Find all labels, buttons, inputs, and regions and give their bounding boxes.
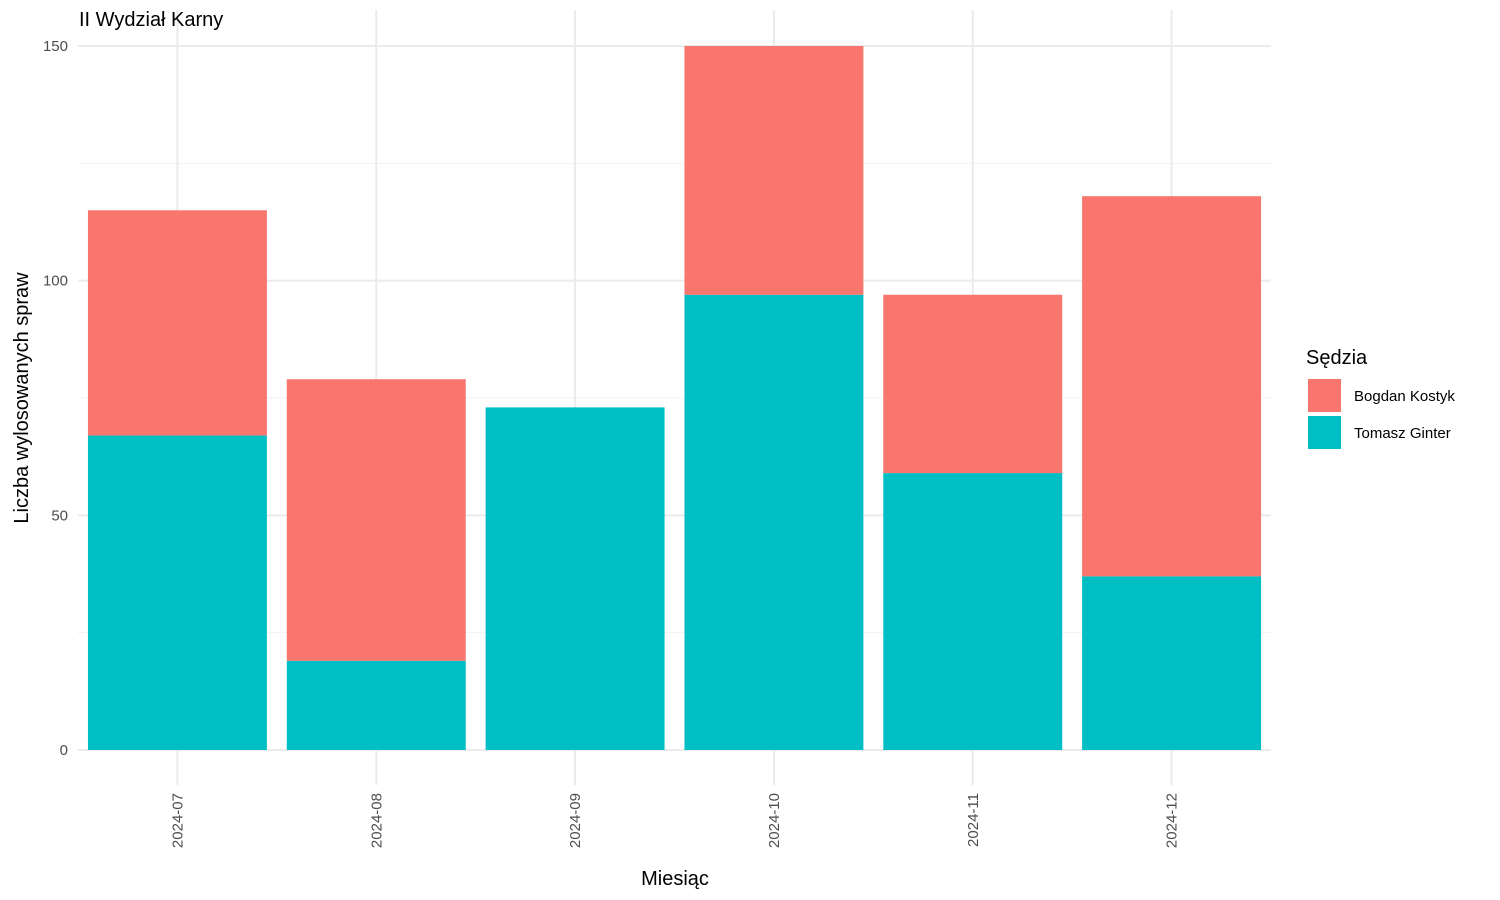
x-axis-label: Miesiąc — [641, 868, 709, 890]
x-tick-label: 2024-09 — [567, 793, 584, 848]
x-axis-ticks: 2024-07 2024-08 2024-09 2024-10 2024-11 2024-… — [169, 793, 1180, 848]
legend-entry-label: Tomasz Ginter — [1354, 425, 1451, 442]
legend-title: Sędzia — [1306, 347, 1368, 369]
bars — [87, 46, 1262, 750]
bar-segment — [684, 294, 864, 750]
bar-segment — [286, 379, 466, 661]
y-tick-label: 0 — [60, 742, 68, 759]
bar-segment — [485, 407, 665, 750]
chart-title: II Wydział Karny — [79, 9, 223, 31]
bar-segment — [684, 46, 864, 295]
bar-segment — [883, 294, 1063, 474]
x-tick-label: 2024-10 — [766, 793, 783, 848]
legend-entry-label: Bogdan Kostyk — [1354, 388, 1455, 405]
x-tick-label: 2024-08 — [368, 793, 385, 848]
bar-segment — [286, 660, 466, 750]
legend-swatch — [1308, 416, 1341, 449]
x-tick-label: 2024-07 — [169, 793, 186, 848]
x-tick-label: 2024-12 — [1164, 793, 1181, 848]
y-tick-label: 150 — [43, 38, 68, 55]
legend: Sędzia Bogdan Kostyk Tomasz Ginter — [1306, 347, 1455, 449]
legend-swatch — [1308, 379, 1341, 412]
bar-segment — [87, 210, 267, 436]
y-axis-label: Liczba wylosowanych spraw — [11, 272, 33, 524]
bar-segment — [1082, 576, 1262, 750]
y-axis-ticks: 0 50 100 150 — [43, 38, 68, 759]
bar-segment — [883, 473, 1063, 750]
bar-segment — [1082, 196, 1262, 577]
x-tick-label: 2024-11 — [965, 793, 982, 847]
bar-segment — [87, 435, 267, 750]
y-tick-label: 50 — [51, 507, 68, 524]
y-tick-label: 100 — [43, 273, 68, 290]
